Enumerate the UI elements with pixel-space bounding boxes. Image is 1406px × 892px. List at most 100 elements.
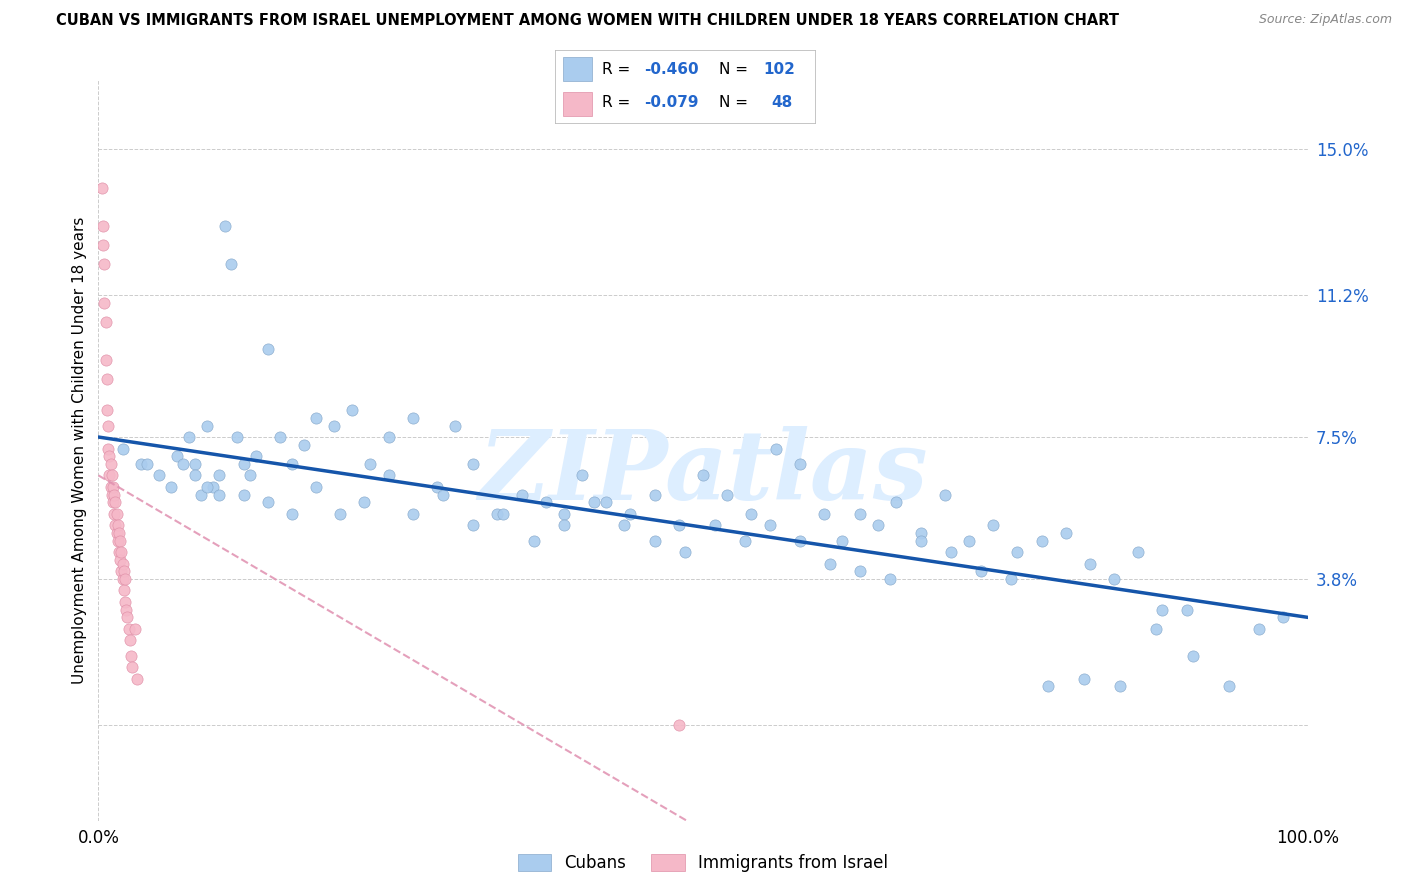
Point [868, 518, 890, 533]
Point [1109, 679, 1132, 693]
Point [110, 564, 132, 578]
Point [619, 507, 641, 521]
Point [879, 572, 901, 586]
Point [402, 507, 425, 521]
Point [377, 468, 399, 483]
Point [111, 442, 134, 456]
Point [613, 518, 636, 533]
Point [571, 468, 593, 483]
Point [172, 457, 194, 471]
Point [789, 457, 811, 471]
Point [329, 507, 352, 521]
Point [644, 487, 666, 501]
Text: N =: N = [720, 62, 754, 77]
Point [970, 564, 993, 578]
FancyBboxPatch shape [564, 92, 592, 116]
Point [939, 545, 962, 559]
Point [135, 457, 157, 471]
Point [111, 557, 134, 571]
Point [124, 622, 146, 636]
Point [534, 495, 557, 509]
Y-axis label: Unemployment Among Women with Children Under 18 years: Unemployment Among Women with Children U… [72, 217, 87, 684]
Text: CUBAN VS IMMIGRANTS FROM ISRAEL UNEMPLOYMENT AMONG WOMEN WITH CHILDREN UNDER 18 : CUBAN VS IMMIGRANTS FROM ISRAEL UNEMPLOY… [56, 13, 1119, 29]
Point [1078, 557, 1101, 571]
Point [758, 518, 780, 533]
Point [226, 430, 249, 444]
Point [305, 410, 328, 425]
Point [1128, 545, 1150, 559]
Point [93, 257, 115, 271]
Point [120, 648, 142, 663]
Point [208, 487, 231, 501]
Point [934, 487, 956, 501]
Point [118, 633, 141, 648]
Point [1036, 679, 1059, 693]
Point [1054, 525, 1077, 540]
Point [553, 518, 575, 533]
Point [981, 518, 1004, 533]
Point [195, 418, 218, 433]
Point [342, 403, 364, 417]
Point [910, 525, 932, 540]
Point [281, 507, 304, 521]
Point [463, 457, 485, 471]
Point [1272, 610, 1295, 624]
Point [100, 457, 122, 471]
Point [112, 583, 135, 598]
Point [1181, 648, 1204, 663]
Point [91, 219, 114, 233]
Point [849, 564, 872, 578]
Point [256, 495, 278, 509]
Point [831, 533, 853, 548]
Point [96, 403, 118, 417]
Point [121, 660, 143, 674]
Text: 48: 48 [772, 95, 793, 111]
Point [1249, 622, 1271, 636]
Point [195, 480, 218, 494]
Point [323, 418, 346, 433]
Point [91, 180, 114, 194]
Text: N =: N = [720, 95, 754, 111]
Point [595, 495, 617, 509]
Point [103, 487, 125, 501]
Point [184, 468, 207, 483]
Point [486, 507, 509, 521]
Point [100, 468, 122, 483]
Point [101, 480, 124, 494]
Point [100, 480, 122, 494]
Point [103, 507, 125, 521]
Legend: Cubans, Immigrants from Israel: Cubans, Immigrants from Israel [512, 847, 894, 879]
Text: 102: 102 [763, 62, 796, 77]
Point [644, 533, 666, 548]
Point [1007, 545, 1029, 559]
Point [245, 449, 267, 463]
Point [202, 480, 225, 494]
Point [94, 353, 117, 368]
Point [1000, 572, 1022, 586]
Point [1102, 572, 1125, 586]
Point [1031, 533, 1053, 548]
Point [114, 595, 136, 609]
Point [668, 717, 690, 731]
Point [107, 533, 129, 548]
Point [112, 564, 135, 578]
Point [94, 315, 117, 329]
Point [716, 487, 738, 501]
Point [673, 545, 696, 559]
Point [353, 495, 375, 509]
Point [269, 430, 291, 444]
Point [98, 468, 121, 483]
Point [910, 533, 932, 548]
Point [239, 468, 262, 483]
Point [813, 507, 835, 521]
Point [117, 610, 139, 624]
Point [305, 480, 328, 494]
Point [105, 507, 128, 521]
Point [1175, 602, 1198, 616]
Point [104, 518, 127, 533]
Point [1218, 679, 1240, 693]
Point [98, 449, 121, 463]
Text: -0.460: -0.460 [644, 62, 699, 77]
Point [463, 518, 485, 533]
Point [426, 480, 449, 494]
